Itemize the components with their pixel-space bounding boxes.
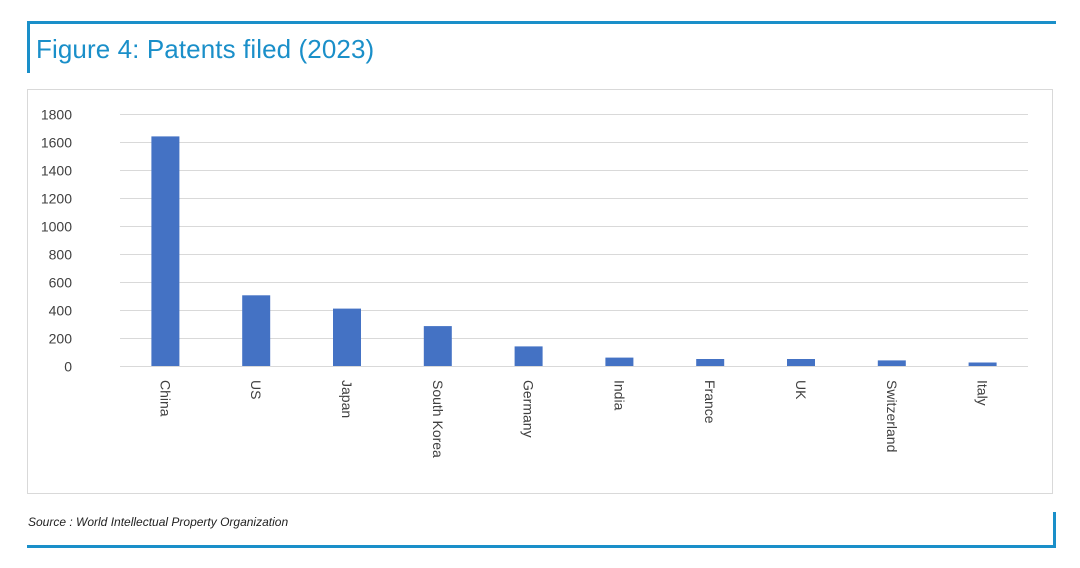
x-tick-label-germany: Germany xyxy=(521,380,537,438)
source-note: Source : World Intellectual Property Org… xyxy=(28,515,289,529)
y-tick-label-0: 0 xyxy=(64,359,72,375)
x-tick-label-india: India xyxy=(611,380,627,411)
bar-france xyxy=(696,359,725,366)
y-tick-label-400: 400 xyxy=(49,303,73,319)
top-rule xyxy=(27,21,1056,24)
y-tick-label-800: 800 xyxy=(49,247,73,263)
x-tick-label-italy: Italy xyxy=(975,380,991,406)
bar-germany xyxy=(514,346,543,366)
bar-china xyxy=(151,136,180,366)
x-tick-label-france: France xyxy=(702,380,718,424)
y-tick-label-600: 600 xyxy=(49,275,73,291)
y-tick-label-1600: 1600 xyxy=(41,135,72,151)
gridlines xyxy=(120,114,1028,339)
y-tick-label-200: 200 xyxy=(49,331,73,347)
bar-italy xyxy=(968,362,997,366)
x-axis-labels: China US Japan South Korea Germany India Franc… xyxy=(157,380,990,458)
right-rule xyxy=(1053,512,1056,548)
x-tick-label-us: US xyxy=(248,380,264,399)
bar-switzerland xyxy=(877,360,906,366)
bar-uk xyxy=(787,359,815,366)
y-axis-ticks: 0 200 400 600 800 1000 1200 1400 1600 1800 xyxy=(41,107,72,375)
bar-us xyxy=(242,295,271,366)
x-tick-label-south-korea: South Korea xyxy=(430,380,446,458)
y-tick-label-1800: 1800 xyxy=(41,107,72,123)
x-tick-label-japan: Japan xyxy=(339,380,355,418)
y-tick-label-1000: 1000 xyxy=(41,219,72,235)
figure-title: Figure 4: Patents filed (2023) xyxy=(36,34,375,64)
y-tick-label-1400: 1400 xyxy=(41,163,72,179)
x-tick-label-uk: UK xyxy=(793,380,809,400)
bar-chart: 0 200 400 600 800 1000 1200 1400 1600 1800 China U… xyxy=(41,107,1028,458)
y-tick-label-1200: 1200 xyxy=(41,191,72,207)
title-accent-bar xyxy=(27,21,30,73)
x-tick-label-china: China xyxy=(157,380,173,417)
bottom-rule xyxy=(27,545,1056,548)
bar-japan xyxy=(333,308,361,366)
bar-india xyxy=(605,357,634,366)
bar-south-korea xyxy=(423,326,452,366)
x-tick-label-switzerland: Switzerland xyxy=(884,380,900,452)
bars xyxy=(151,136,997,366)
chart-frame: 0 200 400 600 800 1000 1200 1400 1600 1800 China U… xyxy=(27,89,1053,494)
